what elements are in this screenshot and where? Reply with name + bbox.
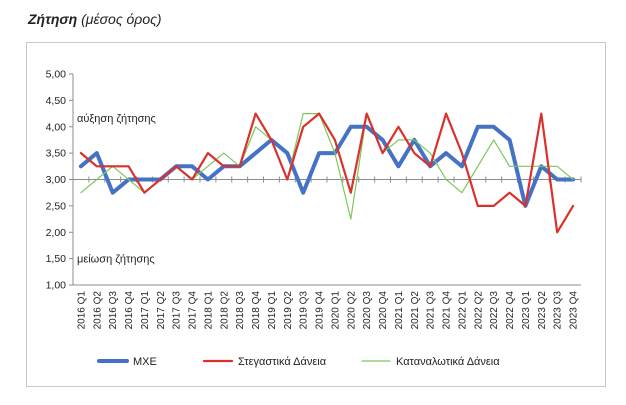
x-tick-label: 2017 Q2 <box>156 291 167 330</box>
y-tick-label: 1,50 <box>46 253 67 265</box>
series-line-1 <box>78 124 576 208</box>
x-tick-label: 2019 Q1 <box>267 291 278 330</box>
x-tick-label: 2016 Q3 <box>108 291 119 330</box>
x-tick-label: 2022 Q4 <box>505 291 516 330</box>
x-tick-label: 2020 Q2 <box>346 291 357 330</box>
legend-label-3: Καταναλωτικά Δάνεια <box>396 356 500 368</box>
x-tick-label: 2021 Q1 <box>394 291 405 330</box>
chart-heading: Ζήτηση (μέσος όρος) <box>28 11 162 27</box>
x-tick-label: 2021 Q2 <box>410 291 421 330</box>
annotation-demand-decrease: μείωση ζήτησης <box>77 254 155 266</box>
annotation-demand-increase: αύξηση ζήτησης <box>77 113 156 125</box>
x-tick-label: 2017 Q3 <box>172 291 183 330</box>
y-tick-label: 4,50 <box>46 95 67 107</box>
chart-title: Ζήτηση <box>28 11 78 27</box>
x-tick-label: 2023 Q4 <box>569 291 580 330</box>
x-tick-label: 2018 Q4 <box>251 291 262 330</box>
x-tick-label: 2016 Q4 <box>124 291 135 330</box>
x-tick-label: 2017 Q1 <box>140 291 151 330</box>
x-tick-label: 2018 Q2 <box>219 291 230 330</box>
legend: ΜΧΕ Στεγαστικά Δάνεια Καταναλωτικά Δάνεια <box>97 356 500 368</box>
x-tick-label: 2017 Q4 <box>188 291 199 330</box>
x-tick-label: 2020 Q3 <box>362 291 373 330</box>
x-tick-label: 2023 Q1 <box>521 291 532 330</box>
y-tick-label: 2,00 <box>46 227 67 239</box>
series-line-2 <box>79 112 575 234</box>
x-tick-label: 2020 Q1 <box>330 291 341 330</box>
x-tick-label: 2018 Q3 <box>235 291 246 330</box>
y-axis: 1,00 1,50 2,00 2,50 3,00 3,50 4,00 4,50 5,00 <box>46 69 74 292</box>
y-tick-label: 1,00 <box>46 280 67 292</box>
legend-label-2: Στεγαστικά Δάνεια <box>238 356 327 368</box>
x-tick-label: 2019 Q2 <box>283 291 294 330</box>
x-tick-label: 2021 Q3 <box>426 291 437 330</box>
x-tick-label: 2023 Q2 <box>537 291 548 330</box>
x-tick-label: 2019 Q4 <box>315 291 326 330</box>
y-tick-label: 3,00 <box>46 174 67 186</box>
x-tick-label: 2016 Q1 <box>76 291 87 330</box>
y-tick-label: 2,50 <box>46 200 67 212</box>
y-tick-label: 4,00 <box>46 121 67 133</box>
x-tick-label: 2020 Q4 <box>378 291 389 330</box>
x-tick-label: 2022 Q1 <box>457 291 468 330</box>
x-tick-label: 2019 Q3 <box>299 291 310 330</box>
chart-frame: 1,00 1,50 2,00 2,50 3,00 3,50 4,00 4,50 5,00 201… <box>26 42 606 387</box>
line-chart: 1,00 1,50 2,00 2,50 3,00 3,50 4,00 4,50 5,00 201… <box>46 69 582 368</box>
x-tick-label: 2023 Q3 <box>553 291 564 330</box>
legend-label-1: ΜΧΕ <box>133 356 157 368</box>
x-tick-label: 2022 Q3 <box>489 291 500 330</box>
chart-subtitle: (μέσος όρος) <box>81 11 162 27</box>
x-tick-label: 2022 Q2 <box>473 291 484 330</box>
y-tick-label: 5,00 <box>46 69 67 81</box>
x-tick-label: 2018 Q1 <box>203 291 214 330</box>
x-tick-label: 2016 Q2 <box>92 291 103 330</box>
x-tick-label: 2021 Q4 <box>442 291 453 330</box>
y-tick-label: 3,50 <box>46 148 67 160</box>
series-layer <box>78 112 576 234</box>
